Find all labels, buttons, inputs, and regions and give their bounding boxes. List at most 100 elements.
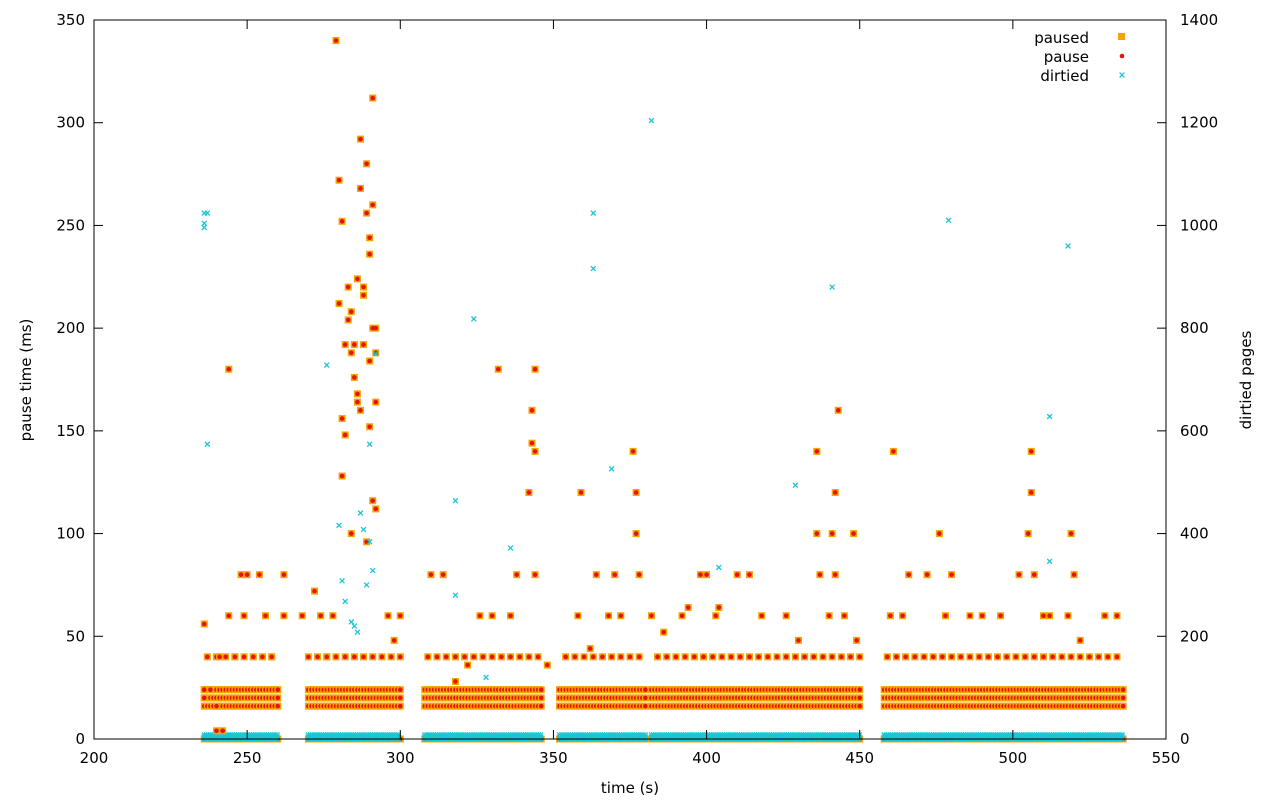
pause-point — [949, 654, 954, 660]
pause-point — [532, 449, 538, 454]
dirtied-point — [372, 350, 379, 357]
pause-point — [590, 654, 596, 660]
pause-point — [857, 687, 863, 692]
pause-point — [829, 654, 835, 660]
pause-point — [728, 654, 734, 660]
x-axis-label: time (s) — [601, 779, 659, 797]
pause-point — [1004, 654, 1010, 660]
dirtied-point — [357, 510, 364, 516]
pause-point — [462, 654, 467, 660]
dirtied-point — [642, 732, 649, 738]
pause-point — [756, 654, 761, 660]
pause-point — [352, 342, 357, 347]
pause-point — [397, 613, 403, 619]
pause-point — [465, 662, 470, 668]
pause-point — [796, 638, 801, 643]
pause-point — [1105, 654, 1111, 660]
y2-tick-label: 400 — [1180, 525, 1209, 543]
pause-point — [361, 654, 366, 660]
y-axis-label: pause time (ms) — [17, 319, 35, 442]
pause-point — [594, 572, 599, 577]
pause-point — [692, 654, 697, 660]
pause-point — [704, 572, 709, 577]
pause-point — [627, 654, 633, 660]
x-tick-label: 250 — [233, 749, 262, 767]
pause-point — [495, 366, 501, 372]
dirtied-point — [537, 732, 544, 738]
pause-point — [848, 654, 853, 660]
pause-point — [719, 654, 725, 660]
pause-point — [888, 613, 893, 619]
pause-point — [884, 654, 890, 660]
legend-marker-paused — [1118, 33, 1125, 40]
pause-point — [241, 654, 247, 660]
pause-point — [217, 654, 222, 660]
x-tick-label: 450 — [845, 749, 874, 767]
dirtied-point — [1119, 732, 1126, 738]
pause-point — [814, 449, 820, 454]
pause-point — [367, 358, 372, 364]
pause-point — [333, 38, 339, 43]
pause-point — [903, 654, 908, 660]
pause-point — [563, 654, 568, 660]
pause-point — [480, 654, 486, 660]
pause-point — [385, 613, 391, 619]
pause-point — [578, 490, 584, 495]
pause-point — [201, 687, 207, 692]
pause-point — [685, 605, 691, 610]
pause-point — [979, 613, 985, 619]
pause-point — [854, 638, 859, 643]
pause-point — [575, 613, 581, 619]
pause-point — [1016, 572, 1022, 577]
pause-point — [643, 687, 648, 692]
pause-point — [205, 654, 210, 660]
pause-point — [1077, 638, 1083, 643]
pause-point — [995, 654, 1000, 660]
pause-point — [342, 342, 348, 347]
pause-point — [434, 654, 440, 660]
pause-point — [1120, 703, 1126, 709]
pause-point — [364, 210, 369, 216]
pause-point — [673, 654, 679, 660]
pause-point — [489, 613, 495, 619]
pause-point — [1077, 654, 1083, 660]
pause-point — [1025, 531, 1031, 536]
pause-point — [499, 654, 504, 660]
pause-point — [373, 350, 379, 356]
pause-point — [1096, 654, 1101, 660]
pause-point — [832, 572, 838, 577]
pause-point — [361, 284, 366, 290]
pause-point — [361, 292, 366, 298]
pause-point — [367, 424, 372, 430]
pause-point — [373, 506, 379, 512]
pause-point — [1059, 654, 1065, 660]
pause-point — [857, 695, 863, 701]
pause-point — [737, 654, 743, 660]
pause-point — [793, 654, 798, 660]
pause-point — [1120, 695, 1126, 701]
pause-point — [835, 408, 841, 413]
dirtied-point — [483, 674, 489, 681]
pause-point — [857, 703, 863, 709]
x-tick-label: 400 — [692, 749, 721, 767]
pause-point — [581, 654, 587, 660]
pause-point — [214, 703, 219, 709]
pause-point — [609, 654, 614, 660]
y2-tick-label: 600 — [1180, 422, 1209, 440]
pause-point — [471, 654, 477, 660]
dirtied-point — [452, 592, 459, 599]
pause-point — [655, 654, 660, 660]
pause-point — [226, 366, 232, 372]
pause-point — [1102, 613, 1108, 619]
pause-point — [924, 572, 930, 577]
pause-point — [269, 654, 274, 660]
pause-point — [529, 408, 535, 413]
y-tick-label: 100 — [56, 525, 85, 543]
pause-point — [443, 654, 449, 660]
pause-point — [223, 654, 229, 660]
pause-point — [906, 572, 912, 577]
y2-tick-label: 1000 — [1180, 216, 1218, 234]
pause-point — [352, 654, 357, 660]
x-tick-label: 550 — [1152, 749, 1181, 767]
pause-point — [832, 490, 838, 495]
